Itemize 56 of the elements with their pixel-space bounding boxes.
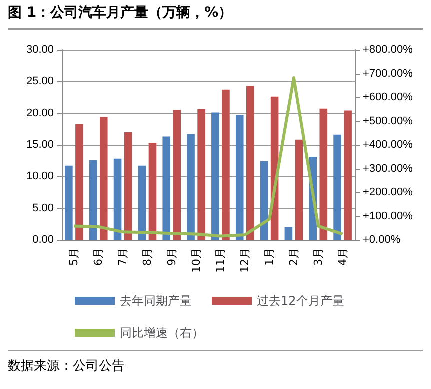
bar [173, 110, 182, 240]
bar [334, 134, 342, 240]
y2-tick-label: +800.00% [363, 44, 414, 56]
x-tick-label: 6月 [92, 248, 106, 266]
x-tick-label: 4月 [336, 248, 350, 266]
x-tick-label: 1月 [263, 248, 276, 266]
bar [284, 227, 293, 240]
x-tick-label: 12月 [238, 248, 252, 273]
y-tick-label: 30.00 [26, 44, 54, 56]
bar [65, 166, 73, 240]
y2-tick-label: +300.00% [363, 162, 414, 175]
source-note: 数据来源：公司公告 [8, 350, 423, 375]
legend-label: 过去12个月产量 [257, 294, 344, 308]
y2-tick-label: +600.00% [363, 92, 414, 104]
y-tick-label: 15.00 [26, 139, 54, 151]
bar [76, 124, 84, 240]
bar [187, 134, 195, 240]
x-tick-label: 7月 [116, 248, 130, 266]
bar [320, 108, 328, 240]
bar [162, 136, 171, 240]
x-tick-label: 5月 [68, 248, 81, 266]
bar [138, 166, 146, 240]
y2-tick-label: +0.00% [363, 234, 401, 246]
line-series [72, 76, 344, 238]
x-tick-label: 9月 [165, 248, 178, 266]
y-tick-label: 5.00 [32, 202, 54, 214]
bar [236, 115, 244, 240]
x-tick-label: 2月 [287, 248, 300, 266]
bar [212, 112, 220, 240]
bar [246, 86, 254, 240]
y-tick-label: 20.00 [26, 107, 54, 120]
legend-label: 去年同期产量 [120, 294, 192, 308]
bar [198, 110, 206, 240]
y2-tick-label: +100.00% [363, 210, 414, 222]
bar [295, 140, 304, 240]
bar [100, 117, 108, 240]
bar [222, 90, 230, 240]
x-tick-label: 10月 [190, 248, 203, 273]
y2-tick-label: +700.00% [363, 68, 414, 80]
y2-tick-label: +500.00% [363, 115, 414, 128]
chart-title: 图 1：公司汽车月产量（万辆，%） [8, 4, 423, 30]
x-tick-label: 3月 [312, 248, 325, 266]
bar [89, 160, 98, 240]
bar [260, 161, 268, 240]
bar [124, 132, 132, 240]
bar [148, 143, 157, 240]
bar [114, 158, 122, 240]
x-tick-label: 11月 [214, 248, 228, 273]
y-tick-label: 10.00 [26, 170, 54, 183]
y2-tick-label: +400.00% [363, 139, 414, 151]
x-tick-label: 8月 [140, 248, 154, 266]
y2-tick-label: +200.00% [363, 186, 414, 198]
bar [344, 110, 352, 240]
y-tick-label: 25.00 [26, 76, 54, 88]
y-tick-label: 0.00 [32, 234, 54, 246]
legend-label: 同比增速（右） [120, 326, 204, 340]
